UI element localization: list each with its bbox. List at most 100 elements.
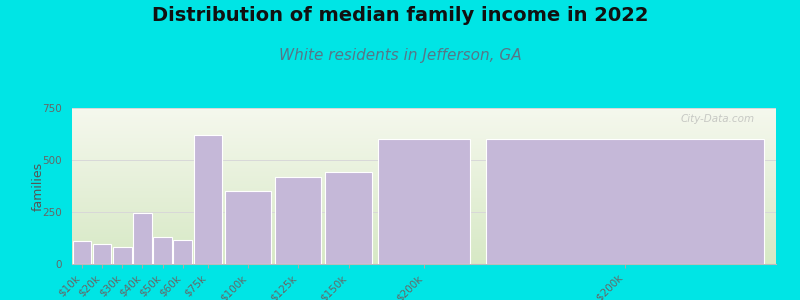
Bar [72, 162, 776, 163]
Bar [72, 250, 776, 251]
Bar [73, 241, 91, 264]
Bar [72, 173, 776, 174]
Bar [72, 134, 776, 135]
Bar [72, 197, 776, 198]
Bar [72, 191, 776, 192]
Bar [72, 203, 776, 204]
Bar [72, 141, 776, 142]
Bar [72, 151, 776, 152]
Bar [72, 236, 776, 237]
Bar [72, 150, 776, 151]
Bar [72, 135, 776, 136]
Bar [72, 198, 776, 199]
Bar [72, 144, 776, 145]
Bar [72, 188, 776, 189]
Bar [72, 207, 776, 208]
Bar [72, 259, 776, 260]
Bar [72, 256, 776, 257]
Bar [72, 239, 776, 240]
Bar [72, 248, 776, 249]
Bar [72, 159, 776, 160]
Bar [72, 261, 776, 262]
Bar [225, 191, 271, 264]
Bar [72, 183, 776, 184]
Bar [72, 193, 776, 194]
Bar [72, 208, 776, 209]
Bar [72, 108, 776, 109]
Bar [72, 202, 776, 203]
Bar [72, 243, 776, 244]
Bar [72, 143, 776, 144]
Bar [154, 237, 172, 264]
Bar [72, 187, 776, 188]
Bar [275, 177, 322, 264]
Bar [72, 161, 776, 162]
Bar [72, 254, 776, 255]
Bar [72, 194, 776, 195]
Bar [72, 158, 776, 159]
Bar [72, 113, 776, 114]
Bar [72, 132, 776, 133]
Bar [72, 232, 776, 233]
Bar [194, 135, 222, 264]
Bar [72, 178, 776, 179]
Bar [72, 177, 776, 178]
Bar [72, 211, 776, 212]
Bar [72, 117, 776, 118]
Bar [72, 251, 776, 252]
Bar [72, 157, 776, 158]
Bar [72, 119, 776, 120]
Bar [72, 175, 776, 176]
Bar [486, 139, 764, 264]
Bar [72, 195, 776, 196]
Bar [72, 174, 776, 175]
Bar [72, 241, 776, 242]
Bar [72, 140, 776, 141]
Bar [72, 168, 776, 169]
Bar [72, 227, 776, 228]
Bar [72, 234, 776, 235]
Bar [72, 204, 776, 205]
Bar [72, 136, 776, 137]
Bar [72, 167, 776, 168]
Bar [72, 258, 776, 259]
Y-axis label: families: families [32, 161, 45, 211]
Bar [72, 200, 776, 201]
Bar [72, 228, 776, 229]
Bar [72, 182, 776, 183]
Bar [72, 221, 776, 222]
Bar [72, 115, 776, 116]
Bar [72, 153, 776, 154]
Bar [378, 139, 470, 264]
Bar [72, 181, 776, 182]
Bar [72, 218, 776, 219]
Bar [72, 138, 776, 139]
Bar [72, 123, 776, 124]
Bar [72, 149, 776, 150]
Bar [72, 111, 776, 112]
Bar [72, 125, 776, 126]
Bar [72, 230, 776, 231]
Bar [72, 240, 776, 241]
Bar [72, 231, 776, 232]
Bar [72, 214, 776, 215]
Bar [72, 229, 776, 230]
Bar [72, 253, 776, 254]
Bar [72, 184, 776, 185]
Bar [72, 222, 776, 223]
Bar [72, 219, 776, 220]
Bar [72, 154, 776, 155]
Text: Distribution of median family income in 2022: Distribution of median family income in … [152, 6, 648, 25]
Bar [326, 172, 372, 264]
Bar [72, 226, 776, 227]
Bar [72, 245, 776, 246]
Bar [72, 201, 776, 202]
Bar [72, 133, 776, 134]
Bar [72, 217, 776, 218]
Bar [72, 146, 776, 147]
Bar [72, 155, 776, 156]
Bar [72, 124, 776, 125]
Bar [72, 252, 776, 253]
Bar [72, 205, 776, 206]
Bar [72, 122, 776, 123]
